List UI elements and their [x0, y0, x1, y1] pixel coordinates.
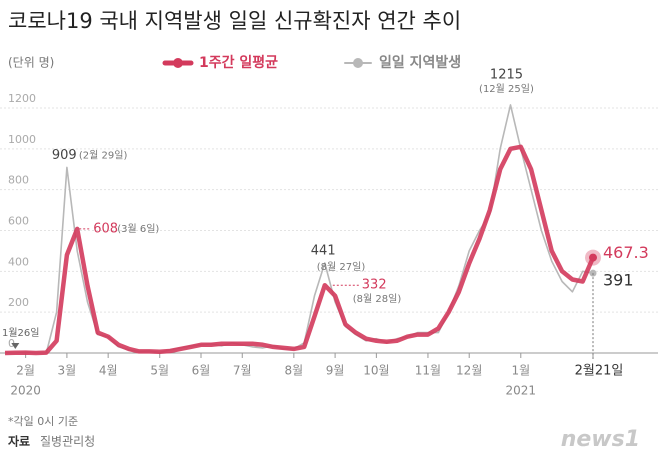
y-tick-label: 1000 — [8, 133, 36, 146]
annotation: 467.3 — [603, 243, 649, 262]
annotation: (2월 29일) — [79, 149, 128, 161]
source: 질병관리청 — [40, 435, 95, 449]
x-tick-label: 6월 — [192, 364, 211, 378]
annotation: (8월 27일) — [317, 261, 366, 273]
annotation: 1월26일 — [2, 327, 40, 339]
x-tick-label: 8월 — [284, 364, 303, 378]
x-tick-label: 2월21일 — [575, 364, 624, 379]
x-tick-label: 5월 — [150, 364, 169, 378]
chart-title: 코로나19 국내 지역발생 일일 신규확진자 연간 추이 — [8, 9, 461, 33]
annotation: (8월 28일) — [353, 293, 402, 305]
y-tick-label: 800 — [8, 174, 29, 187]
legend-label: 1주간 일평균 — [199, 54, 278, 71]
annotation: 1215 — [490, 67, 523, 82]
annotation: 391 — [603, 271, 634, 290]
legend-dot — [353, 58, 363, 68]
year-label: 2020 — [10, 384, 41, 398]
x-tick-label: 3월 — [58, 364, 77, 378]
annotation: 332 — [362, 278, 387, 293]
y-tick-label: 1200 — [8, 92, 36, 105]
x-tick-label: 4월 — [99, 364, 118, 378]
legend-dot — [173, 58, 183, 68]
x-tick-label: 12월 — [456, 364, 482, 378]
source-label: 자료 — [8, 434, 30, 449]
series-line — [4, 144, 596, 356]
annotation: 441 — [311, 243, 336, 258]
annotation: 909 — [52, 148, 77, 163]
x-tick-label: 7월 — [233, 364, 252, 378]
year-label: 2021 — [506, 384, 537, 398]
x-tick-label: 2월 — [16, 364, 35, 378]
legend-label: 일일 지역발생 — [379, 54, 461, 71]
annotation: (3월 6일) — [117, 223, 159, 235]
first-case-marker — [11, 343, 20, 349]
y-tick-label: 200 — [8, 296, 29, 309]
y-tick-label: 0 — [8, 337, 15, 350]
x-tick-label: 10월 — [363, 364, 389, 378]
x-tick-label: 1월 — [511, 364, 530, 378]
x-tick-label: 9월 — [326, 364, 345, 378]
annotation: 608 — [93, 221, 118, 236]
annotation: (12월 25일) — [479, 83, 534, 95]
x-tick-label: 11월 — [415, 364, 441, 378]
footnote: *각일 0시 기준 — [8, 414, 78, 428]
unit-label: (단위 명) — [8, 56, 54, 70]
logo: news1 — [561, 427, 640, 452]
end-point — [589, 253, 597, 262]
y-tick-label: 600 — [8, 215, 29, 228]
y-tick-label: 400 — [8, 255, 29, 268]
